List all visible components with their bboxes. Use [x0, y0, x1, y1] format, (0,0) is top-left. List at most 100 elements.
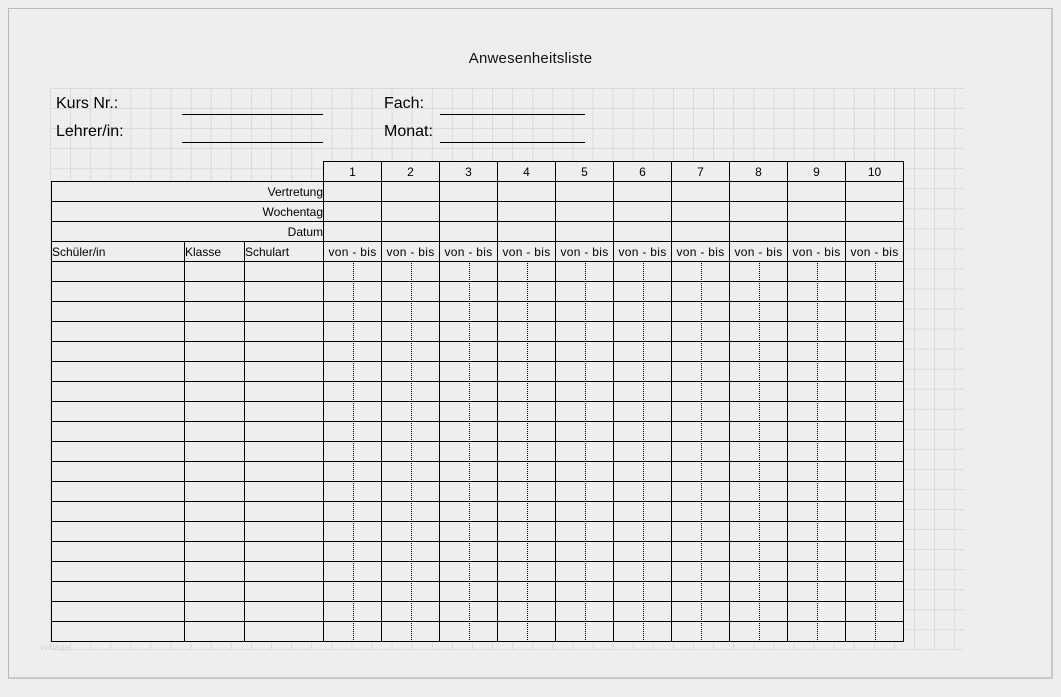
cell-day-6[interactable] [613, 341, 672, 363]
cell-schulart[interactable] [244, 461, 324, 482]
cell-schueler[interactable] [51, 361, 185, 382]
cell-schulart[interactable] [244, 261, 324, 282]
cell-day-9[interactable] [787, 401, 846, 423]
cell-day-7[interactable] [671, 501, 730, 523]
cell-day-9[interactable] [787, 261, 846, 283]
cell-day-2[interactable] [381, 481, 440, 503]
cell-day-10[interactable] [845, 261, 904, 283]
cell-day-3[interactable] [439, 461, 498, 483]
cell-day-8[interactable] [729, 281, 788, 303]
cell-day-8[interactable] [729, 361, 788, 383]
cell-schulart[interactable] [244, 601, 324, 622]
cell-day-1[interactable] [323, 261, 382, 283]
cell-wochentag-day-6[interactable] [613, 201, 672, 222]
cell-day-9[interactable] [787, 621, 846, 643]
cell-day-8[interactable] [729, 401, 788, 423]
cell-day-3[interactable] [439, 321, 498, 343]
field-monat[interactable] [440, 142, 585, 143]
cell-schueler[interactable] [51, 321, 185, 342]
cell-day-5[interactable] [555, 481, 614, 503]
cell-day-5[interactable] [555, 441, 614, 463]
cell-schulart[interactable] [244, 281, 324, 302]
cell-day-7[interactable] [671, 621, 730, 643]
cell-datum-day-6[interactable] [613, 221, 672, 242]
cell-day-7[interactable] [671, 421, 730, 443]
cell-day-6[interactable] [613, 301, 672, 323]
cell-day-8[interactable] [729, 421, 788, 443]
cell-schueler[interactable] [51, 521, 185, 542]
cell-day-9[interactable] [787, 281, 846, 303]
cell-day-1[interactable] [323, 541, 382, 563]
cell-wochentag-day-3[interactable] [439, 201, 498, 222]
cell-day-2[interactable] [381, 541, 440, 563]
cell-day-4[interactable] [497, 461, 556, 483]
cell-day-9[interactable] [787, 421, 846, 443]
day-number-2[interactable]: 2 [381, 161, 440, 182]
cell-schulart[interactable] [244, 481, 324, 502]
cell-day-6[interactable] [613, 561, 672, 583]
cell-day-1[interactable] [323, 481, 382, 503]
cell-day-9[interactable] [787, 481, 846, 503]
cell-datum-day-9[interactable] [787, 221, 846, 242]
cell-schueler[interactable] [51, 561, 185, 582]
cell-day-2[interactable] [381, 381, 440, 403]
cell-day-4[interactable] [497, 521, 556, 543]
cell-day-6[interactable] [613, 601, 672, 623]
cell-schueler[interactable] [51, 461, 185, 482]
cell-day-1[interactable] [323, 521, 382, 543]
cell-day-1[interactable] [323, 501, 382, 523]
cell-schueler[interactable] [51, 541, 185, 562]
cell-day-8[interactable] [729, 261, 788, 283]
cell-day-7[interactable] [671, 521, 730, 543]
cell-day-4[interactable] [497, 561, 556, 583]
cell-day-6[interactable] [613, 481, 672, 503]
cell-day-7[interactable] [671, 281, 730, 303]
cell-day-2[interactable] [381, 401, 440, 423]
cell-schueler[interactable] [51, 581, 185, 602]
cell-day-8[interactable] [729, 381, 788, 403]
cell-day-1[interactable] [323, 361, 382, 383]
day-number-8[interactable]: 8 [729, 161, 788, 182]
cell-day-4[interactable] [497, 421, 556, 443]
cell-vertretung-day-7[interactable] [671, 181, 730, 202]
cell-day-4[interactable] [497, 541, 556, 563]
cell-day-10[interactable] [845, 541, 904, 563]
cell-day-2[interactable] [381, 621, 440, 643]
cell-schueler[interactable] [51, 441, 185, 462]
cell-day-2[interactable] [381, 581, 440, 603]
cell-day-7[interactable] [671, 541, 730, 563]
cell-day-8[interactable] [729, 301, 788, 323]
cell-klasse[interactable] [184, 341, 245, 362]
field-lehrer[interactable] [182, 142, 323, 143]
cell-datum-day-7[interactable] [671, 221, 730, 242]
cell-day-4[interactable] [497, 581, 556, 603]
cell-schueler[interactable] [51, 601, 185, 622]
cell-day-5[interactable] [555, 341, 614, 363]
cell-day-7[interactable] [671, 321, 730, 343]
cell-day-2[interactable] [381, 421, 440, 443]
cell-schueler[interactable] [51, 621, 185, 642]
cell-day-4[interactable] [497, 601, 556, 623]
cell-day-1[interactable] [323, 381, 382, 403]
cell-wochentag-day-1[interactable] [323, 201, 382, 222]
cell-day-6[interactable] [613, 521, 672, 543]
cell-day-5[interactable] [555, 521, 614, 543]
cell-day-9[interactable] [787, 461, 846, 483]
cell-klasse[interactable] [184, 441, 245, 462]
cell-day-2[interactable] [381, 261, 440, 283]
cell-schueler[interactable] [51, 401, 185, 422]
cell-schulart[interactable] [244, 441, 324, 462]
cell-datum-day-5[interactable] [555, 221, 614, 242]
cell-wochentag-day-10[interactable] [845, 201, 904, 222]
cell-datum-day-8[interactable] [729, 221, 788, 242]
cell-wochentag-day-2[interactable] [381, 201, 440, 222]
cell-day-6[interactable] [613, 581, 672, 603]
cell-schueler[interactable] [51, 381, 185, 402]
cell-vertretung-day-1[interactable] [323, 181, 382, 202]
cell-day-5[interactable] [555, 361, 614, 383]
cell-day-5[interactable] [555, 561, 614, 583]
cell-day-3[interactable] [439, 261, 498, 283]
cell-day-5[interactable] [555, 321, 614, 343]
cell-day-7[interactable] [671, 561, 730, 583]
cell-day-10[interactable] [845, 561, 904, 583]
